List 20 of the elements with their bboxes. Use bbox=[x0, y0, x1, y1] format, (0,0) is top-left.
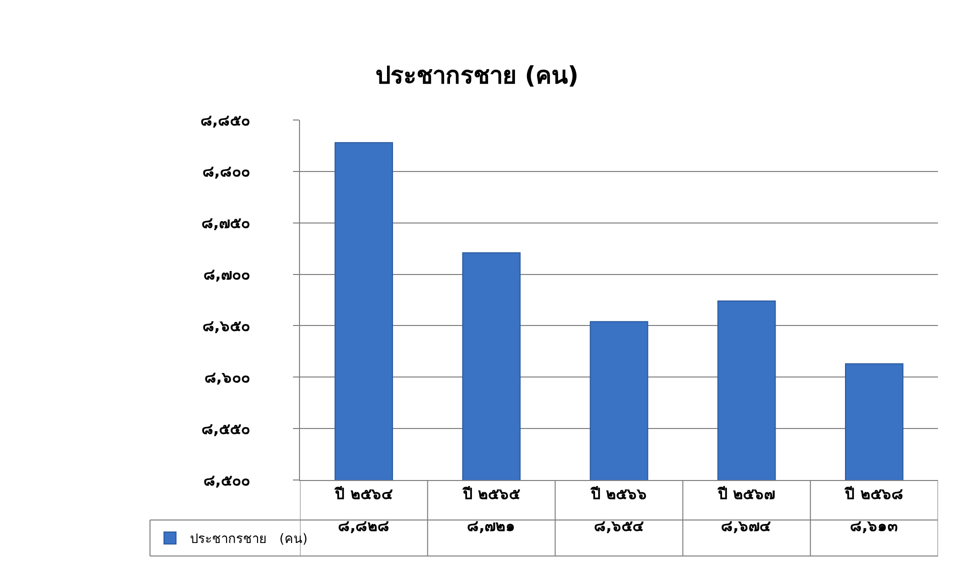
data-label: ๘,๖๑๓ bbox=[850, 517, 898, 535]
x-tick-label: ปี ๒๕๖๕ bbox=[462, 485, 522, 503]
y-tick-label: ๘,๕๐๐ bbox=[203, 471, 250, 490]
y-tick-label: ๘,๖๐๐ bbox=[204, 368, 250, 386]
y-tick-label: ๘,๕๕๐ bbox=[201, 420, 250, 438]
x-tick-label: ปี ๒๕๖๔ bbox=[334, 485, 394, 503]
y-tick-label: ๘,๖๕๐ bbox=[202, 316, 250, 335]
x-tick-label: ปี ๒๕๖๖ bbox=[590, 485, 648, 503]
y-tick-label: ๘,๘๕๐ bbox=[200, 111, 250, 130]
x-tick-label: ปี ๒๕๖๘ bbox=[844, 485, 904, 503]
data-label: ๘,๗๒๑ bbox=[467, 517, 516, 535]
chart-title: ประชากรชาย (คน) bbox=[375, 61, 579, 90]
x-tick-label: ปี ๒๕๖๗ bbox=[716, 485, 776, 503]
y-tick-label: ๘,๘๐๐ bbox=[202, 162, 250, 181]
data-label: ๘,๘๒๘ bbox=[338, 517, 390, 535]
y-tick-label: ๘,๗๐๐ bbox=[203, 266, 250, 284]
y-tick-label: ๘,๗๕๐ bbox=[201, 214, 250, 232]
legend-label: ประชากรชาย (คน) bbox=[190, 532, 308, 548]
data-label: ๘,๖๕๔ bbox=[594, 517, 645, 535]
data-label: ๘,๖๗๔ bbox=[721, 517, 772, 535]
